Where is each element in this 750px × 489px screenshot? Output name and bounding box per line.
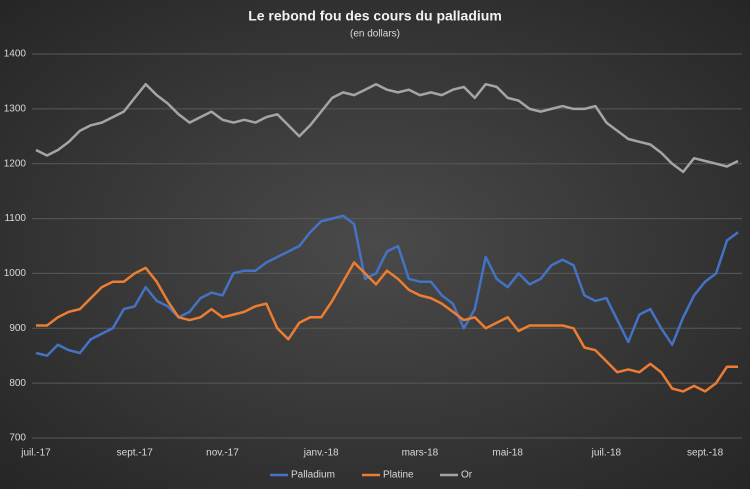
x-tick-label: juil.-17	[20, 448, 51, 459]
y-tick-label: 1000	[4, 268, 27, 279]
series-line	[35, 214, 739, 357]
series-line	[35, 82, 739, 174]
y-tick-label: 1200	[4, 158, 27, 169]
y-tick-label: 1400	[4, 49, 27, 60]
x-tick-label: nov.-17	[206, 448, 239, 459]
y-tick-label: 1300	[4, 103, 27, 114]
x-tick-label: mai-18	[492, 448, 523, 459]
legend-label: Or	[461, 470, 473, 481]
y-tick-label: 900	[9, 323, 26, 334]
y-tick-label: 1100	[4, 213, 26, 224]
x-tick-label: sept.-17	[117, 448, 154, 459]
y-tick-label: 800	[9, 378, 26, 389]
x-tick-label: janv.-18	[303, 448, 339, 459]
chart-title: Le rebond fou des cours du palladium	[248, 8, 502, 24]
legend-label: Palladium	[291, 470, 335, 481]
series-line	[36, 261, 738, 393]
chart-subtitle: (en dollars)	[350, 29, 400, 40]
legend-label: Platine	[383, 470, 414, 481]
x-tick-label: mars-18	[402, 448, 439, 459]
x-tick-label: sept.-18	[687, 448, 724, 459]
x-tick-label: juil.-18	[591, 448, 622, 459]
y-tick-label: 700	[9, 433, 26, 444]
